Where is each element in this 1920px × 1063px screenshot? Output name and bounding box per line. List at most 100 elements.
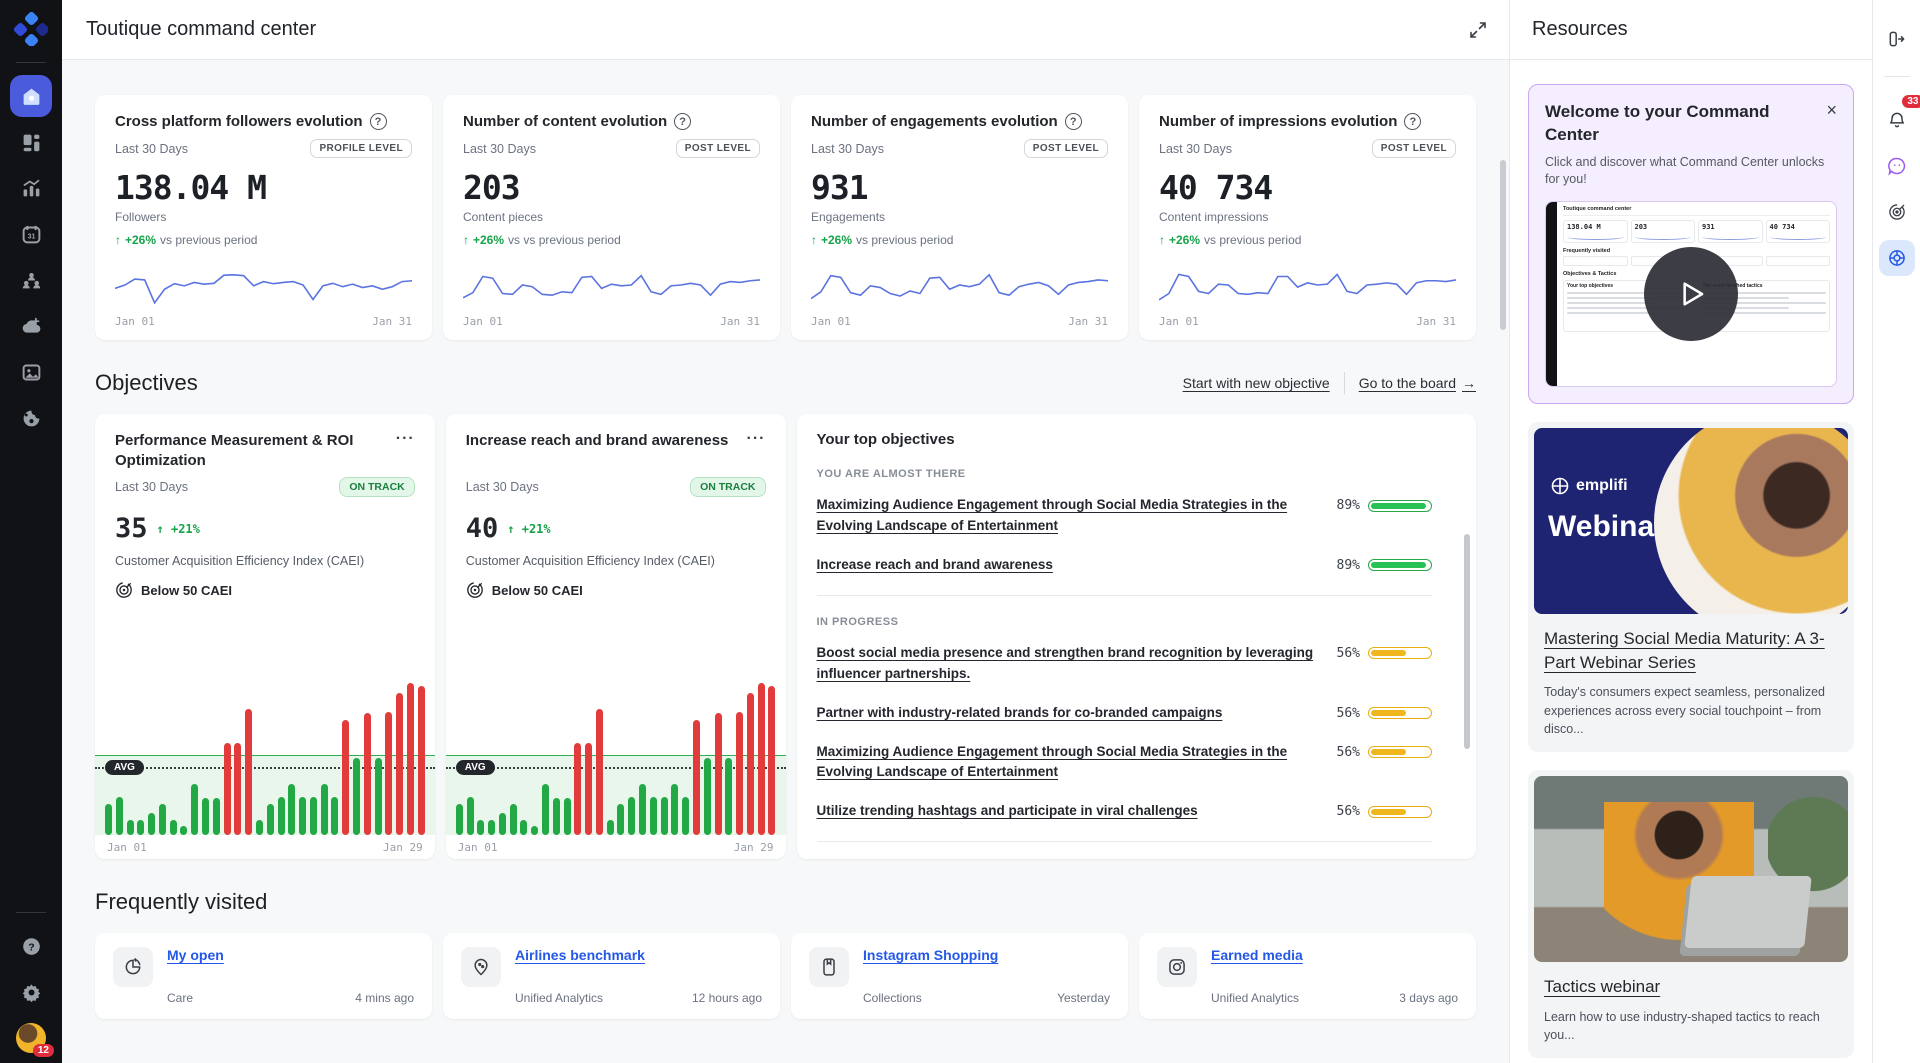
start-new-objective-link[interactable]: Start with new objective bbox=[1182, 375, 1330, 391]
progress-indicator: 89% bbox=[1337, 498, 1432, 513]
list-divider bbox=[816, 841, 1432, 843]
webinar-title-link[interactable]: Tactics webinar bbox=[1544, 976, 1661, 996]
cloud-plus-icon bbox=[22, 317, 40, 333]
level-badge: POST LEVEL bbox=[1023, 139, 1108, 158]
sidebar-item-cookie[interactable] bbox=[10, 397, 52, 439]
panel-scrollbar[interactable] bbox=[1464, 534, 1470, 749]
objective-link[interactable]: Utilize trending hashtags and participat… bbox=[816, 803, 1198, 819]
objective-metric: Customer Acquisition Efficiency Index (C… bbox=[115, 554, 365, 568]
objective-link[interactable]: Boost social media presence and strength… bbox=[816, 644, 1314, 681]
play-button[interactable] bbox=[1644, 246, 1738, 341]
frequent-item-link[interactable]: Airlines benchmark bbox=[515, 947, 645, 963]
utility-rail: 33 bbox=[1872, 0, 1920, 1063]
kpi-card-engagements[interactable]: Number of engagements evolution? Last 30… bbox=[791, 95, 1128, 340]
sidebar-item-calendar[interactable]: 31 bbox=[10, 213, 52, 255]
kpi-card-content[interactable]: Number of content evolution? Last 30 Day… bbox=[443, 95, 780, 340]
settings-button[interactable] bbox=[10, 971, 52, 1013]
notifications-button[interactable]: 33 bbox=[1879, 95, 1920, 138]
progress-indicator: 56% bbox=[1337, 745, 1432, 760]
webinar-image-text: Webinar bbox=[1548, 509, 1666, 543]
arrow-up-icon: ↑ bbox=[463, 233, 469, 247]
help-icon[interactable]: ? bbox=[674, 113, 692, 130]
objectives-button[interactable] bbox=[1879, 194, 1915, 230]
objective-delta: ↑ +21% bbox=[507, 521, 551, 536]
progress-indicator: 89% bbox=[1337, 558, 1432, 573]
frequent-item-earned-media[interactable]: Earned media Unified Analytics 3 days ago bbox=[1139, 933, 1476, 1019]
frequent-item-my-open[interactable]: My open Care 4 mins ago bbox=[95, 933, 432, 1019]
objective-value: 35 bbox=[115, 513, 148, 544]
help-icon[interactable]: ? bbox=[369, 113, 387, 130]
period-label: Last 30 Days bbox=[465, 480, 539, 494]
objective-link[interactable]: Increase reach and brand awareness bbox=[816, 556, 1053, 572]
frequent-item-link[interactable]: My open bbox=[167, 947, 224, 963]
sidebar-item-community[interactable] bbox=[10, 259, 52, 301]
arrow-right-icon: → bbox=[1462, 375, 1476, 391]
date-range: Jan 01 Jan 29 bbox=[107, 841, 423, 854]
frequently-visited-row: My open Care 4 mins ago Airlines benchmar… bbox=[95, 933, 1476, 1019]
main-scrollbar[interactable] bbox=[1500, 160, 1506, 330]
gear-icon bbox=[22, 983, 40, 1002]
help-icon[interactable]: ? bbox=[1064, 113, 1082, 130]
objective-card-roi[interactable]: Performance Measurement & ROI Optimizati… bbox=[95, 414, 435, 859]
objective-card-reach[interactable]: Increase reach and brand awareness ··· La… bbox=[445, 414, 786, 859]
feedback-button[interactable] bbox=[1879, 148, 1915, 184]
kpi-delta: ↑ +26% vs previous period bbox=[1159, 233, 1302, 247]
close-icon[interactable]: × bbox=[1826, 100, 1837, 120]
user-avatar[interactable]: 12 bbox=[16, 1023, 54, 1057]
kpi-card-followers[interactable]: Cross platform followers evolution? Last… bbox=[95, 95, 432, 340]
frequent-item-time: Yesterday bbox=[1057, 991, 1110, 1005]
help-icon: ? bbox=[22, 937, 40, 955]
svg-text:31: 31 bbox=[27, 233, 35, 240]
help-icon[interactable]: ? bbox=[1404, 113, 1422, 130]
dashboard-content: Cross platform followers evolution? Last… bbox=[62, 60, 1509, 1063]
sidebar-item-publisher[interactable] bbox=[10, 305, 52, 347]
date-range: Jan 01 Jan 29 bbox=[457, 841, 774, 854]
collapse-panel-button[interactable] bbox=[1879, 21, 1915, 57]
frequent-item-category: Unified Analytics bbox=[1211, 991, 1300, 1005]
sidebar-item-boards[interactable] bbox=[10, 121, 52, 163]
more-menu-icon[interactable]: ··· bbox=[746, 430, 766, 447]
kpi-delta: ↑ +26% vs previous period bbox=[811, 233, 954, 247]
frequent-item-link[interactable]: Instagram Shopping bbox=[863, 947, 999, 963]
frequent-item-airlines-benchmark[interactable]: Airlines benchmark Unified Analytics 12 h… bbox=[443, 933, 780, 1019]
webinar-title-link[interactable]: Mastering Social Media Maturity: A 3-Par… bbox=[1544, 628, 1825, 672]
frequent-item-category: Care bbox=[167, 991, 194, 1005]
kpi-card-impressions[interactable]: Number of impressions evolution? Last 30… bbox=[1139, 95, 1476, 340]
webinar-description: Today's consumers expect seamless, perso… bbox=[1544, 685, 1825, 736]
help-button[interactable]: ? bbox=[10, 925, 52, 967]
sidebar-item-content[interactable] bbox=[10, 351, 52, 393]
sidebar-item-analytics[interactable] bbox=[10, 167, 52, 209]
kpi-title: Cross platform followers evolution bbox=[115, 113, 363, 130]
objective-link[interactable]: Maximizing Audience Engagement through S… bbox=[816, 743, 1288, 780]
period-label: Last 30 Days bbox=[115, 480, 188, 494]
sparkline-chart bbox=[1159, 263, 1456, 313]
lifebuoy-icon bbox=[1888, 250, 1905, 266]
bell-icon bbox=[1889, 112, 1904, 128]
objective-list-item: Maximizing Audience Engagement through S… bbox=[817, 486, 1457, 546]
expand-icon[interactable] bbox=[1469, 21, 1487, 39]
frequent-item-link[interactable]: Earned media bbox=[1211, 947, 1303, 963]
more-menu-icon[interactable]: ··· bbox=[395, 430, 415, 447]
resources-button[interactable] bbox=[1878, 240, 1915, 276]
arrow-up-icon: ↑ bbox=[156, 521, 164, 536]
period-label: Last 30 Days bbox=[115, 141, 188, 156]
objective-list-item: Maximizing Audience Engagement through S… bbox=[817, 733, 1457, 793]
sidebar-item-home[interactable] bbox=[10, 75, 52, 117]
kpi-delta: ↑ +26% vs previous period bbox=[115, 233, 258, 247]
main-header: Toutique command center bbox=[62, 0, 1509, 60]
objective-link[interactable]: Partner with industry-related brands for… bbox=[816, 704, 1223, 720]
objective-target: Below 50 CAEI bbox=[115, 581, 415, 599]
resources-panel: Resources Welcome to your Command Center… bbox=[1509, 0, 1872, 1063]
webinar-description: Learn how to use industry-shaped tactics… bbox=[1544, 1009, 1820, 1042]
sparkline-chart bbox=[115, 263, 412, 313]
go-to-board-link[interactable]: Go to the board → bbox=[1358, 375, 1476, 391]
objective-list-item: Utilize trending hashtags and participat… bbox=[817, 792, 1457, 831]
frequent-item-instagram-shopping[interactable]: Instagram Shopping Collections Yesterday bbox=[791, 933, 1128, 1019]
app-logo-icon[interactable] bbox=[14, 12, 48, 46]
main-area: Toutique command center Cross platform f… bbox=[62, 0, 1509, 1063]
objective-target: Below 50 CAEI bbox=[466, 581, 766, 599]
video-thumbnail[interactable]: Toutique command center 138.04 M 203 931… bbox=[1545, 200, 1837, 387]
boards-grid-icon bbox=[23, 134, 39, 151]
objective-link[interactable]: Maximizing Audience Engagement through S… bbox=[816, 497, 1288, 533]
avg-label: AVG bbox=[455, 759, 495, 775]
